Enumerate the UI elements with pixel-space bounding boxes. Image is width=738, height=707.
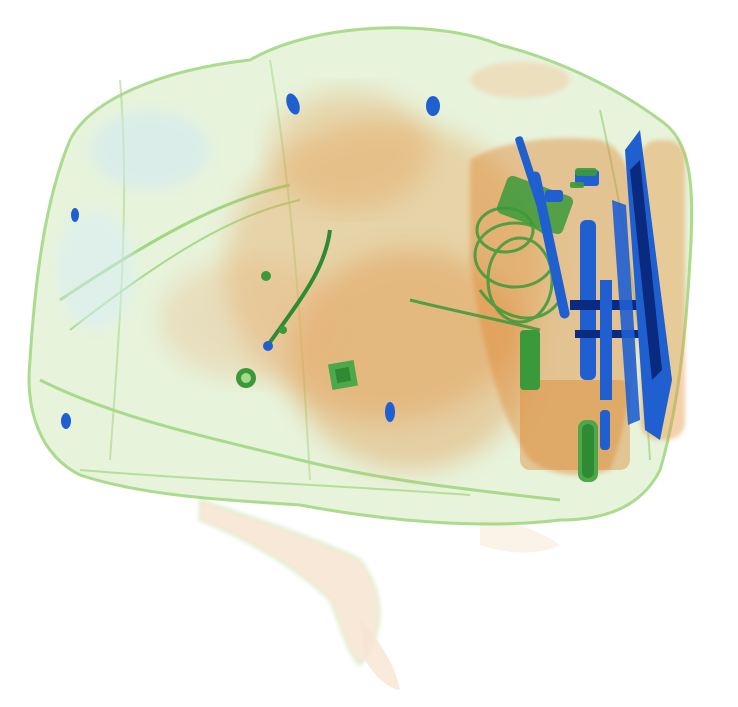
battery (578, 410, 610, 482)
cable-bundle (409, 206, 562, 332)
square-chip (327, 359, 359, 391)
strap (199, 498, 560, 690)
zipper-chain (263, 229, 332, 351)
clip (570, 168, 597, 188)
metal-tool (496, 136, 650, 400)
organic-contents (160, 90, 545, 470)
zipper-pull (61, 93, 440, 429)
blade (612, 130, 672, 440)
zipper-slider (236, 271, 271, 388)
